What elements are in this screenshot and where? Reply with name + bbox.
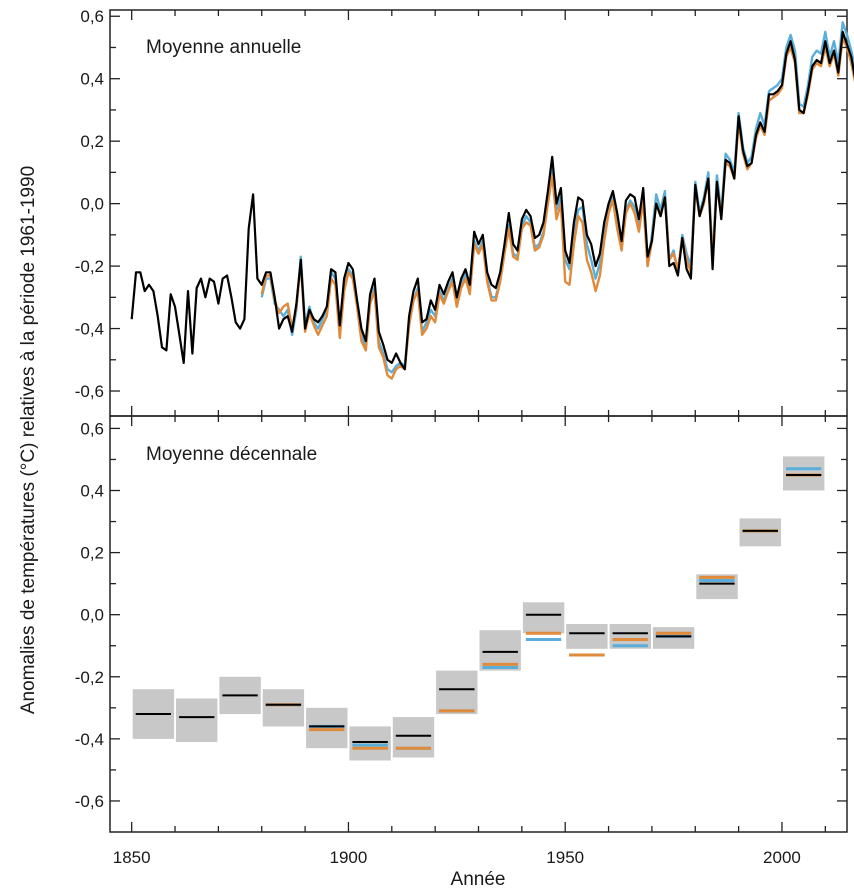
decadal-uncertainty-band (349, 726, 391, 761)
annual-series-line-2 (260, 36, 854, 380)
top-panel-frame (109, 9, 848, 417)
top-y-tick-label: 0,4 (80, 70, 104, 89)
top-y-tick-label: -0,2 (75, 257, 104, 276)
x-tick-label: 2000 (763, 848, 801, 867)
decadal-uncertainty-bands (132, 456, 825, 761)
x-axis-title: Année (451, 869, 506, 890)
decadal-uncertainty-band (783, 456, 825, 491)
x-tick-label: 1950 (546, 848, 584, 867)
x-tick-label: 1900 (330, 848, 368, 867)
decadal-uncertainty-band (262, 689, 305, 727)
bottom-y-tick-label: -0,6 (75, 792, 104, 811)
bottom-y-tick-label: 0,6 (80, 419, 104, 438)
bottom-y-tick-label: 0,2 (80, 544, 104, 563)
top-y-tick-label: 0,6 (80, 7, 104, 26)
top-panel-title: Moyenne annuelle (146, 37, 301, 58)
top-y-tick-label: -0,6 (75, 382, 104, 401)
bottom-y-tick-label: 0,4 (80, 482, 104, 501)
bottom-y-tick-label: -0,2 (75, 668, 104, 687)
bottom-y-tick-label: 0,0 (80, 606, 104, 625)
top-y-tick-label: 0,0 (80, 195, 104, 214)
decadal-mean-marks (135, 467, 822, 750)
x-tick-label: 1850 (113, 848, 151, 867)
bottom-panel-title: Moyenne décennale (146, 444, 317, 465)
decadal-uncertainty-band (392, 717, 435, 758)
annual-series-line-0 (130, 30, 854, 371)
top-y-tick-label: -0,4 (75, 320, 104, 339)
decadal-uncertainty-band (436, 670, 478, 715)
axis-tick-labels: 1850 1900 1950 2000 -0,6 -0,4 -0,2 0,0 0,2 0,4 0,6… (75, 7, 801, 867)
bottom-panel-frame (109, 415, 848, 833)
decadal-uncertainty-band (306, 707, 348, 749)
decadal-uncertainty-band (566, 624, 608, 649)
annual-series-lines (130, 21, 854, 380)
top-y-tick-label: 0,2 (80, 132, 104, 151)
axis-ticks (110, 10, 847, 832)
decadal-uncertainty-band (176, 698, 218, 742)
decadal-uncertainty-band (522, 602, 565, 634)
bottom-y-tick-label: -0,4 (75, 730, 104, 749)
y-axis-title: Anomalies de températures (°C) relatives… (18, 166, 39, 714)
decadal-uncertainty-band (652, 627, 695, 649)
